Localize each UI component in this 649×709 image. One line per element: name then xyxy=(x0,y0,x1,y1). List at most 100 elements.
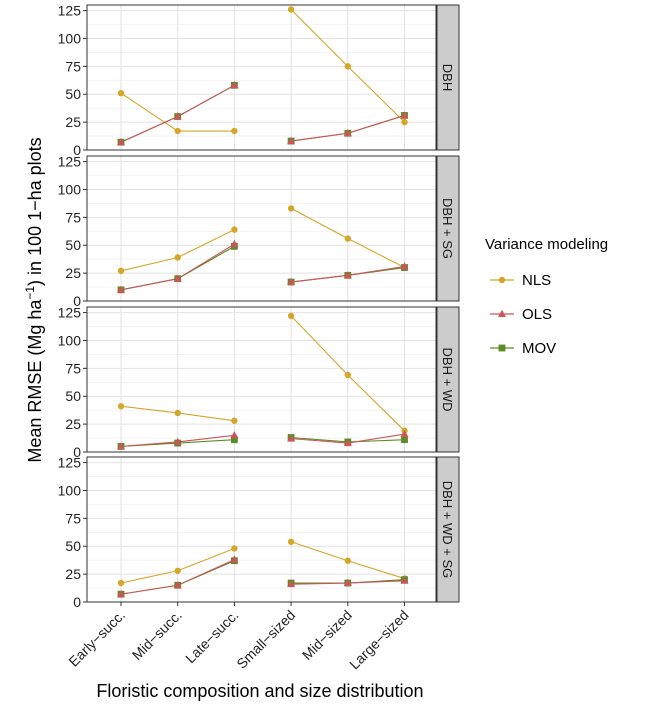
y-tick-label: 75 xyxy=(65,360,81,376)
data-point-nls xyxy=(287,6,295,13)
panel-border xyxy=(86,306,437,453)
y-tick-label: 125 xyxy=(58,305,82,321)
panel-background xyxy=(87,457,436,602)
legend-title: Variance modeling xyxy=(485,236,608,253)
data-point-nls xyxy=(287,538,295,545)
panels-layer: 0 25 50 75 100 125 DBH 0 25 50 75 100 125 DBH + SG 0 25… xyxy=(58,3,460,610)
y-axis-title-tail: ) in 100 1−ha plots xyxy=(25,137,45,286)
y-tick-label: 100 xyxy=(58,482,82,498)
y-tick-label: 125 xyxy=(58,455,82,471)
data-point-nls xyxy=(117,267,125,275)
facet-strip-label: DBH xyxy=(440,64,455,91)
data-point-nls xyxy=(231,417,238,424)
panel-1: 0 25 50 75 100 125 DBH + SG xyxy=(58,154,460,309)
data-point-nls xyxy=(174,409,181,417)
y-tick-label: 50 xyxy=(65,237,81,253)
panel-2: 0 25 50 75 100 125 DBH + WD xyxy=(58,305,460,460)
panel-border xyxy=(86,4,437,151)
y-tick-label: 100 xyxy=(58,181,82,197)
data-point-ols xyxy=(343,271,352,279)
facet-strip-label: DBH + WD + SG xyxy=(440,481,455,579)
data-point-ols xyxy=(173,581,182,589)
legend-label-ols: OLS xyxy=(522,306,552,323)
legend-key-ols xyxy=(498,309,506,317)
data-point-ols xyxy=(230,431,239,439)
data-point-ols xyxy=(173,274,182,282)
panel-border xyxy=(86,456,437,603)
y-tick-label: 0 xyxy=(73,142,81,158)
x-axis-title: Floristic composition and size distribut… xyxy=(96,681,423,701)
y-tick-label: 50 xyxy=(65,538,81,554)
data-point-nls xyxy=(344,235,351,242)
facet-strip xyxy=(436,155,460,302)
data-point-nls xyxy=(117,403,125,410)
data-point-mov xyxy=(231,436,238,444)
y-tick-label: 0 xyxy=(73,293,81,309)
data-point-ols xyxy=(117,589,125,598)
y-axis-title-superscript: −1 xyxy=(23,286,37,300)
data-point-nls xyxy=(287,312,295,320)
data-point-ols xyxy=(173,112,182,120)
y-tick-label: 75 xyxy=(65,510,81,526)
data-point-nls xyxy=(287,205,295,212)
data-point-ols xyxy=(230,555,239,563)
facet-strip xyxy=(436,306,460,453)
legend-key-nls xyxy=(498,276,506,284)
data-point-nls xyxy=(231,545,238,552)
data-point-ols xyxy=(287,434,296,442)
y-tick-label: 25 xyxy=(65,416,81,432)
data-point-nls xyxy=(174,127,181,135)
facet-strip xyxy=(436,456,460,603)
y-tick-label: 0 xyxy=(73,444,81,460)
y-tick-label: 125 xyxy=(58,3,82,19)
x-tick-label: Late−succ. xyxy=(182,607,241,666)
data-point-nls xyxy=(117,579,125,587)
y-tick-label: 25 xyxy=(65,114,81,130)
legend-key-mov xyxy=(498,344,506,352)
legend-entries: NLS OLS MOV xyxy=(490,272,556,357)
data-point-ols xyxy=(173,437,182,445)
data-point-ols xyxy=(343,578,352,587)
data-point-mov xyxy=(401,436,408,444)
y-tick-label: 125 xyxy=(58,154,82,170)
legend-label-nls: NLS xyxy=(522,272,551,289)
x-axis-ticks: Early−succ. Mid−succ.Late−succ.Small−size… xyxy=(65,602,412,673)
panel-border xyxy=(86,155,437,302)
data-point-nls xyxy=(344,371,351,379)
x-tick-label: Mid−sized xyxy=(299,607,355,663)
y-tick-label: 75 xyxy=(65,58,81,74)
data-point-ols xyxy=(400,576,409,584)
data-point-nls xyxy=(231,127,238,135)
data-point-nls xyxy=(174,254,181,261)
data-point-ols xyxy=(117,137,125,146)
legend-label-mov: MOV xyxy=(522,340,556,357)
panel-3: 0 25 50 75 100 125 DBH + WD + SG xyxy=(58,455,460,610)
panel-background xyxy=(87,156,436,301)
panel-0: 0 25 50 75 100 125 DBH xyxy=(58,3,460,158)
y-tick-label: 0 xyxy=(73,594,81,610)
x-tick-label: Mid−succ. xyxy=(129,607,185,663)
data-point-ols xyxy=(400,262,409,270)
data-point-ols xyxy=(230,239,239,248)
y-tick-label: 25 xyxy=(65,265,81,281)
panel-background xyxy=(87,307,436,452)
y-tick-label: 50 xyxy=(65,86,81,102)
facet-strip xyxy=(436,4,460,151)
data-point-ols xyxy=(287,136,296,145)
data-point-ols xyxy=(117,285,125,293)
data-point-ols xyxy=(287,277,296,286)
data-point-ols xyxy=(343,438,352,447)
data-point-ols xyxy=(117,442,125,450)
data-point-nls xyxy=(344,63,351,70)
x-tick-label: Early−succ. xyxy=(65,607,128,670)
y-tick-label: 100 xyxy=(58,332,82,348)
data-point-nls xyxy=(174,567,181,574)
facet-strip-label: DBH + SG xyxy=(440,198,455,259)
data-point-ols xyxy=(230,81,239,89)
x-tick-label: Large−sized xyxy=(346,607,412,673)
panel-background xyxy=(87,5,436,150)
data-point-nls xyxy=(117,89,125,97)
data-point-ols xyxy=(400,429,409,438)
y-tick-label: 75 xyxy=(65,209,81,225)
